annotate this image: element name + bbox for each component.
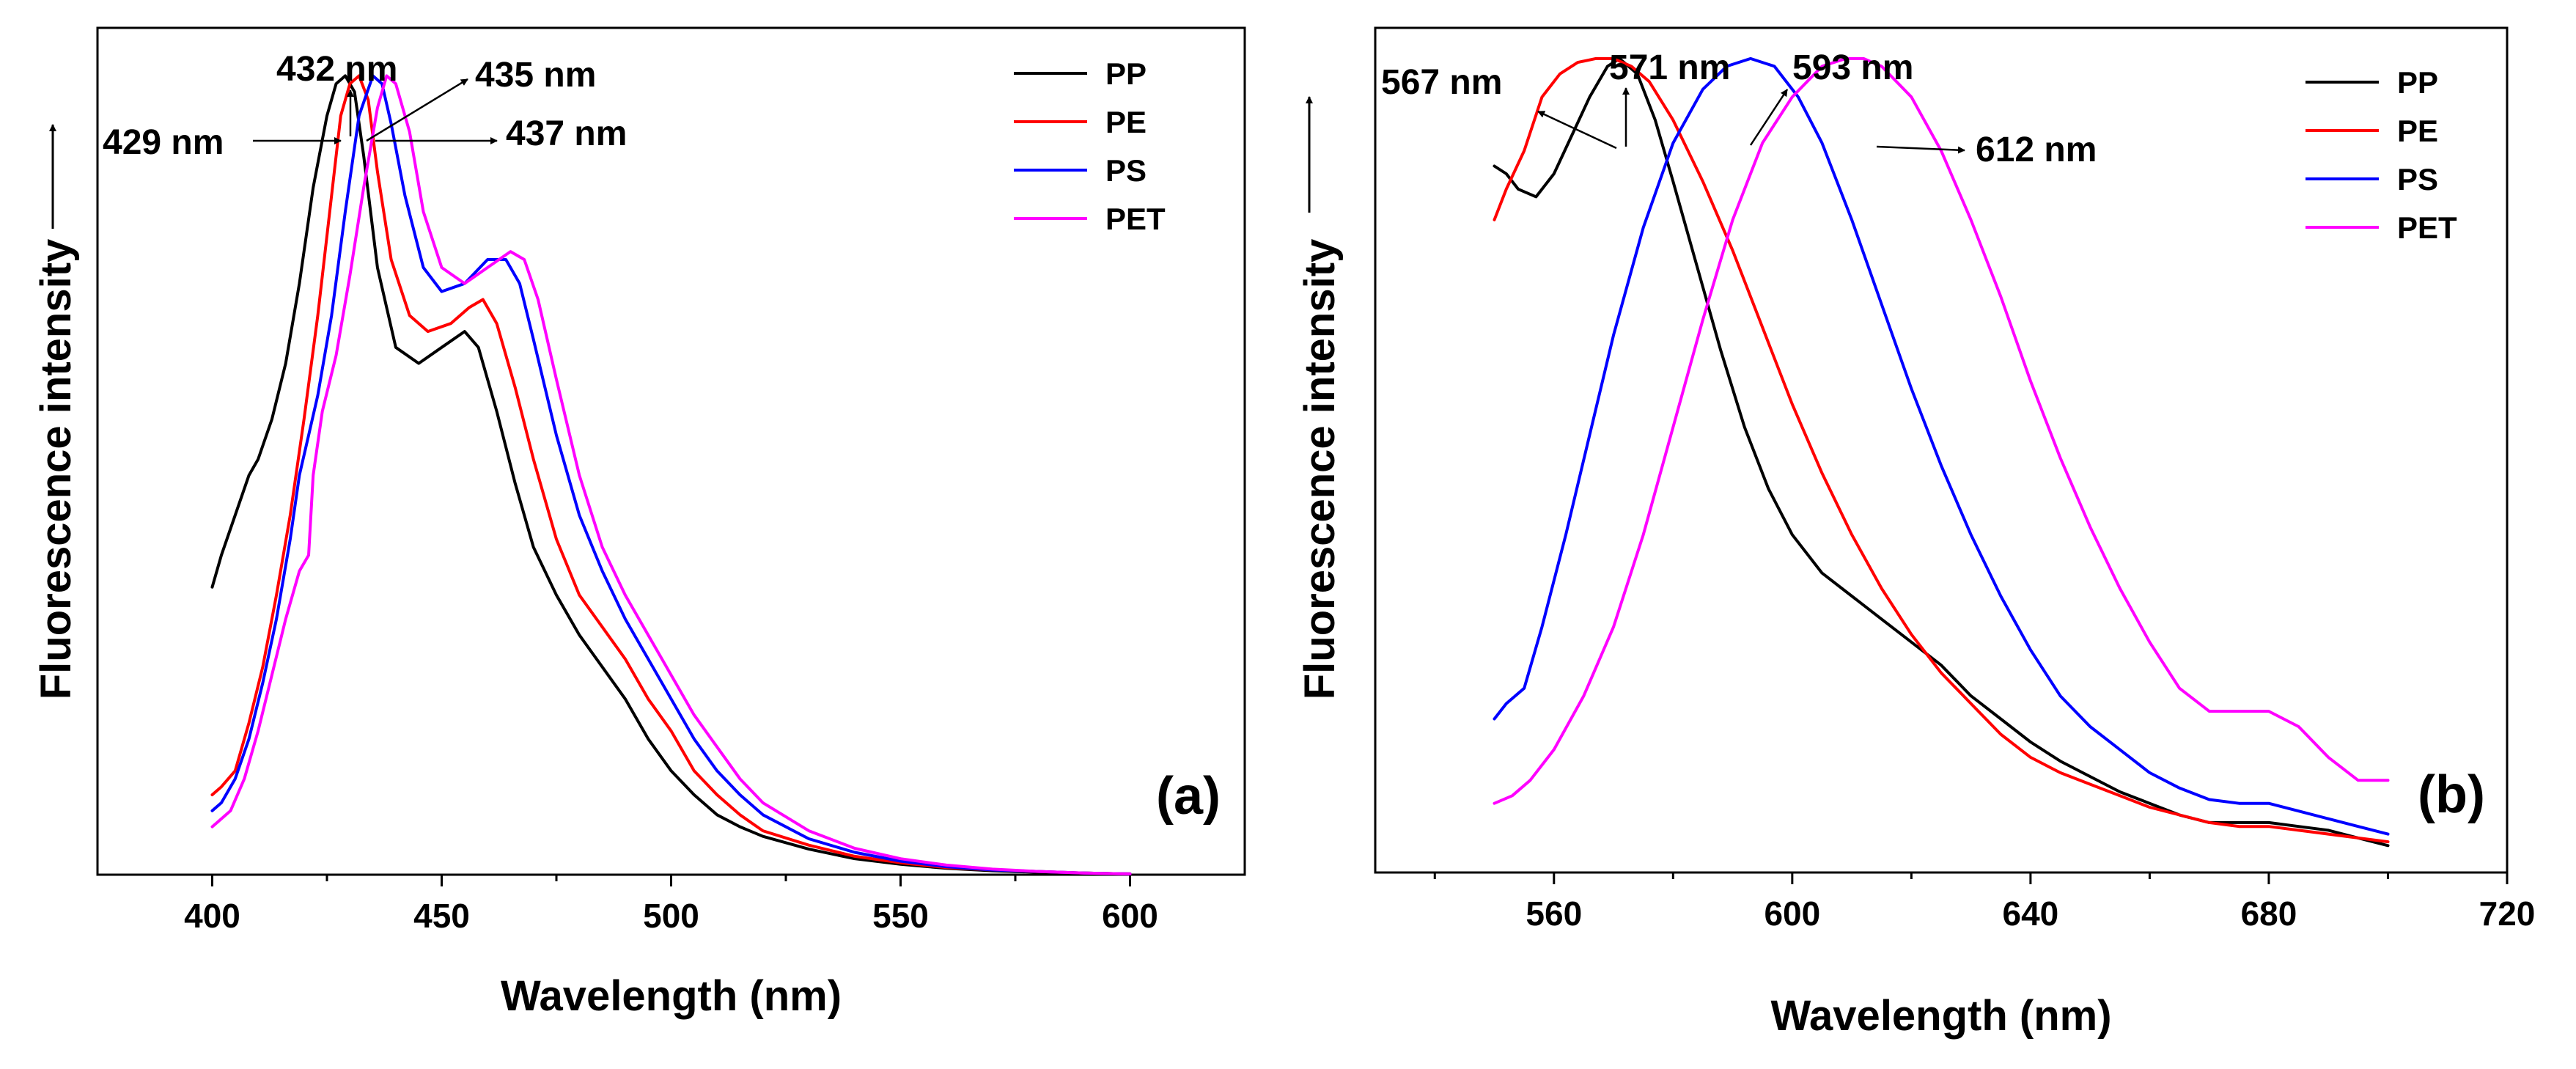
x-axis-title: Wavelength (nm) (501, 972, 842, 1020)
annotation-label: 432 nm (276, 50, 397, 89)
legend-label-pe: PE (2397, 114, 2438, 148)
x-tick-label: 450 (413, 897, 470, 935)
annotation-label: 429 nm (103, 123, 224, 162)
annotation-arrow (1537, 110, 1617, 150)
panel-a: 400 450 500 550 600 Wavelength (nm) Fluorescen… (32, 26, 1246, 1020)
annotation-arrow (1749, 89, 1789, 146)
y-axis-title: Fluorescence intensity (1296, 239, 1344, 700)
legend-label-pp: PP (2397, 65, 2438, 100)
y-axis-title: Fluorescence intensity (32, 239, 80, 700)
x-tick-label: 550 (872, 897, 929, 935)
legend-label-ps: PS (2397, 162, 2438, 196)
legend-label-ps: PS (1105, 153, 1147, 188)
legend-label-pet: PET (2397, 210, 2457, 245)
x-tick-label: 400 (184, 897, 240, 935)
legend-label-pe: PE (1105, 105, 1147, 139)
plot-frame (1374, 26, 2509, 874)
annotation-arrow (366, 78, 468, 142)
legend-label-pet: PET (1105, 202, 1166, 236)
panel-b: 560 600 640 680 720 Wavelength (nm) Fluorescen… (1296, 26, 2536, 1040)
annotation-arrow (1876, 145, 1965, 154)
series-line-ps (210, 74, 1132, 875)
x-tick-label: 600 (1102, 897, 1158, 935)
annotation-label: 571 nm (1609, 48, 1730, 87)
annotation-label: 593 nm (1792, 48, 1913, 87)
x-tick-label: 600 (1764, 894, 1820, 933)
x-tick-label: 720 (2479, 894, 2536, 933)
series-line-ps (1493, 56, 2390, 836)
series-line-pet (210, 74, 1132, 875)
series-line-pp (1493, 56, 2390, 848)
panel-label: (a) (1156, 767, 1221, 826)
annotation-label: 437 nm (506, 114, 627, 153)
x-tick-label: 500 (643, 897, 699, 935)
x-tick-label: 560 (1526, 894, 1582, 933)
panel-label: (b) (2418, 765, 2485, 824)
series-line-pp (210, 74, 1132, 875)
x-tick-label: 680 (2241, 894, 2297, 933)
annotation-label: 435 nm (475, 56, 596, 95)
annotation-label: 612 nm (1976, 131, 2097, 169)
x-axis-title: Wavelength (nm) (1770, 992, 2111, 1040)
annotation-label: 567 nm (1381, 63, 1502, 102)
series-line-pe (1493, 56, 2390, 844)
legend-label-pp: PP (1105, 56, 1147, 91)
series-line-pet (1493, 56, 2390, 805)
plot-frame (96, 26, 1246, 876)
x-tick-label: 640 (2003, 894, 2059, 933)
series-line-pe (210, 74, 1132, 875)
